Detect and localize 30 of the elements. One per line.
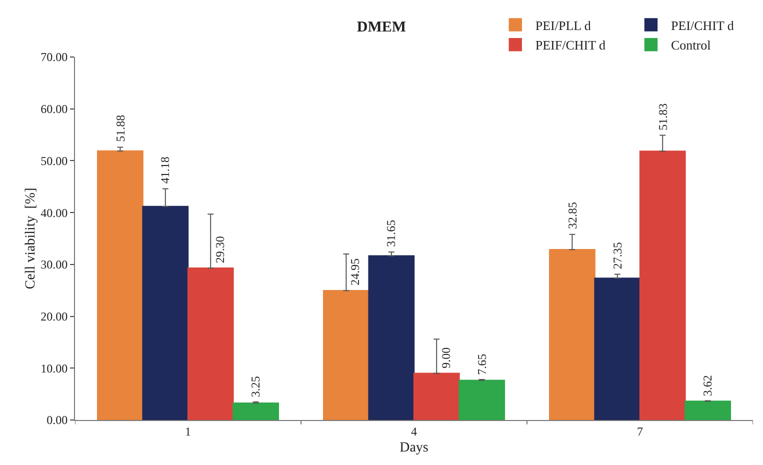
legend-label: PEI/PLL d (535, 18, 592, 33)
y-tick-label: 60.00 (40, 102, 68, 116)
chart-title: DMEM (356, 19, 406, 36)
x-axis-title: Days (400, 440, 428, 456)
legend-label: PEI/CHIT d (670, 18, 734, 33)
data-label: 7.65 (474, 354, 489, 375)
data-label: 51.83 (656, 103, 670, 130)
y-tick-label: 40.00 (40, 206, 68, 220)
legend-label: Control (670, 38, 712, 53)
data-label: 24.95 (348, 258, 362, 286)
x-tick-label: 1 (185, 424, 191, 438)
x-tick-label: 4 (411, 424, 417, 438)
data-label: 27.35 (610, 242, 625, 270)
y-tick-label: 10.00 (40, 361, 68, 376)
data-label: 51.88 (113, 114, 128, 142)
y-tick-label: 50.00 (40, 154, 68, 168)
x-tick-label: 7 (637, 424, 643, 438)
legend-label: PEIF/CHIT d (535, 38, 606, 53)
y-tick-label: 70.00 (40, 50, 68, 64)
data-label: 41.18 (158, 156, 172, 184)
data-label: 3.62 (700, 375, 714, 396)
data-label: 3.25 (248, 376, 262, 398)
data-label: 31.65 (384, 220, 398, 247)
data-label: 29.30 (213, 236, 228, 264)
y-tick-label: 30.00 (40, 258, 68, 272)
y-tick-label: 0.00 (46, 413, 68, 428)
data-label: 9.00 (438, 347, 453, 368)
y-axis-title: Cell viability [%] (24, 188, 39, 290)
data-label: 32.85 (565, 202, 580, 230)
y-tick-label: 20.00 (40, 309, 68, 324)
